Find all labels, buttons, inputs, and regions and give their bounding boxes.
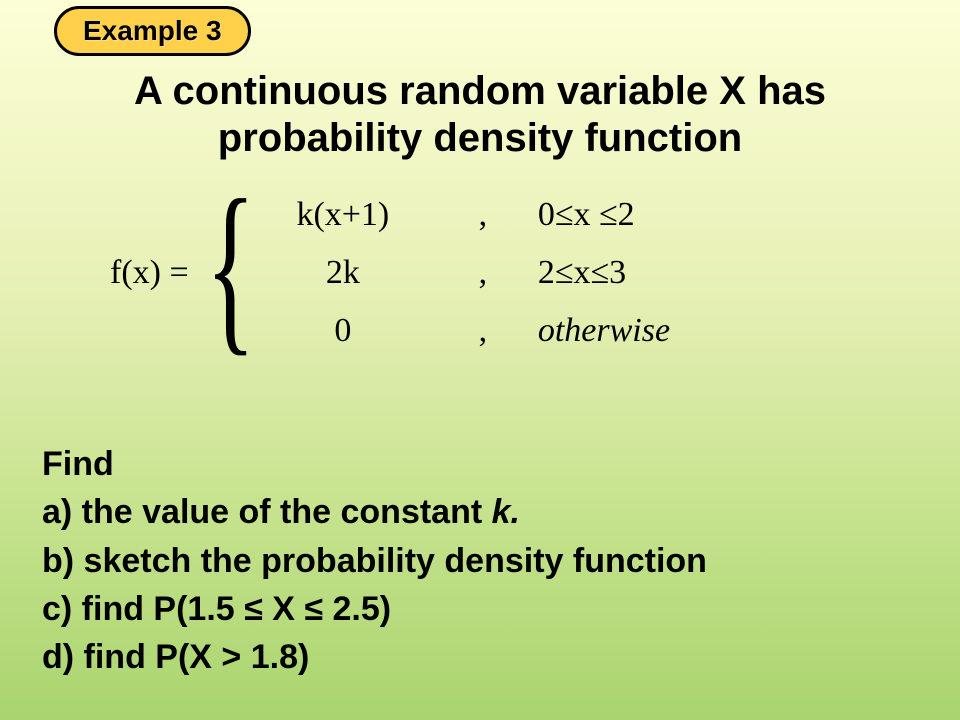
questions-block: Find a) the value of the constant k. b) …	[42, 440, 918, 681]
equation-lhs: f(x) =	[110, 254, 189, 292]
case-expr: 0	[258, 302, 428, 360]
case-row: k(x+1) , 0≤x ≤2	[258, 186, 738, 244]
question-c: c) find P(1.5 ≤ X ≤ 2.5)	[42, 590, 391, 628]
case-cond: 2≤x≤3	[538, 244, 738, 302]
pdf-equation: f(x) = { k(x+1) , 0≤x ≤2 2k , 2≤x≤3 0 , …	[110, 186, 738, 360]
slide: Example 3 A continuous random variable X…	[0, 0, 960, 720]
equation-cases: k(x+1) , 0≤x ≤2 2k , 2≤x≤3 0 , otherwise	[258, 186, 738, 360]
question-a-pre: a) the value of the constant	[42, 493, 492, 531]
questions-heading: Find	[42, 445, 114, 483]
case-expr: 2k	[258, 244, 428, 302]
title-line-1: A continuous random variable X has	[134, 69, 826, 113]
case-comma: ,	[428, 244, 538, 302]
case-cond: 0≤x ≤2	[538, 186, 738, 244]
case-expr: k(x+1)	[258, 186, 428, 244]
question-b: b) sketch the probability density functi…	[42, 542, 707, 580]
title-line-2: probability density function	[218, 116, 742, 160]
slide-title: A continuous random variable X has proba…	[32, 68, 928, 162]
case-comma: ,	[428, 302, 538, 360]
example-badge: Example 3	[54, 6, 251, 56]
case-row: 2k , 2≤x≤3	[258, 244, 738, 302]
example-badge-label: Example 3	[83, 15, 222, 46]
question-a-k: k.	[492, 493, 520, 531]
question-d: d) find P(X > 1.8)	[42, 638, 309, 676]
case-row: 0 , otherwise	[258, 302, 738, 360]
case-comma: ,	[428, 186, 538, 244]
case-cond: otherwise	[538, 302, 738, 360]
